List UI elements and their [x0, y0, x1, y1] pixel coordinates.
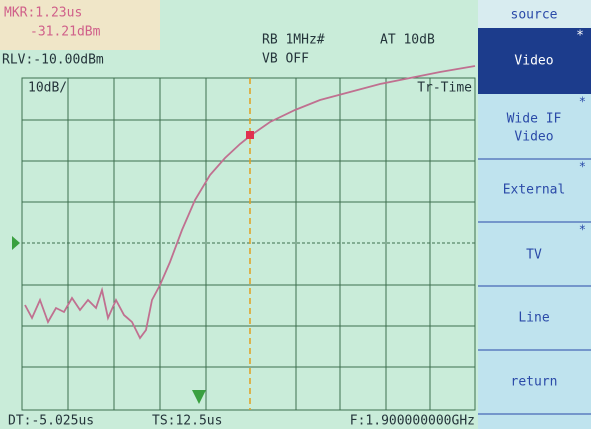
trigger-indicator: [192, 390, 206, 404]
menu: source Video * Wide IF Video * External …: [478, 0, 591, 429]
menu-item-label[interactable]: TV: [526, 248, 542, 263]
menu-title: source: [511, 8, 558, 23]
menu-item-label[interactable]: Video: [514, 54, 553, 69]
menu-item-flag: *: [576, 29, 584, 44]
trace: [24, 65, 476, 340]
menu-item-label[interactable]: Video: [514, 130, 553, 145]
menu-item-selected[interactable]: [478, 28, 591, 94]
menu-item-flag: *: [579, 95, 586, 109]
menu-item-label[interactable]: return: [511, 375, 558, 390]
resolution-bandwidth: RB 1MHz#: [262, 33, 325, 48]
scale: 10dB/: [28, 81, 67, 96]
sweep-time: TS:12.5us: [152, 414, 222, 429]
marker-time: MKR:1.23us: [4, 6, 82, 21]
menu-item-label[interactable]: Wide IF: [507, 112, 562, 127]
video-bandwidth: VB OFF: [262, 52, 309, 67]
menu-header: [478, 0, 591, 28]
trigger-mode: Tr-Time: [417, 81, 472, 96]
marker-box: [0, 0, 160, 50]
center-frequency: F:1.900000000GHz: [350, 414, 475, 429]
delay: DT:-5.025us: [8, 414, 94, 429]
menu-item-label[interactable]: External: [503, 183, 566, 198]
marker-level: -31.21dBm: [30, 25, 101, 40]
menu-item-label[interactable]: Line: [518, 311, 549, 326]
marker-point: [246, 131, 254, 139]
reference-indicator: [12, 236, 20, 250]
menu-item-flag: *: [579, 223, 586, 237]
menu-item-flag: *: [579, 160, 586, 174]
grid-frame: [21, 77, 476, 411]
reference-level: RLV:-10.00dBm: [2, 53, 104, 68]
attenuation: AT 10dB: [380, 33, 435, 48]
grid: [21, 77, 476, 411]
